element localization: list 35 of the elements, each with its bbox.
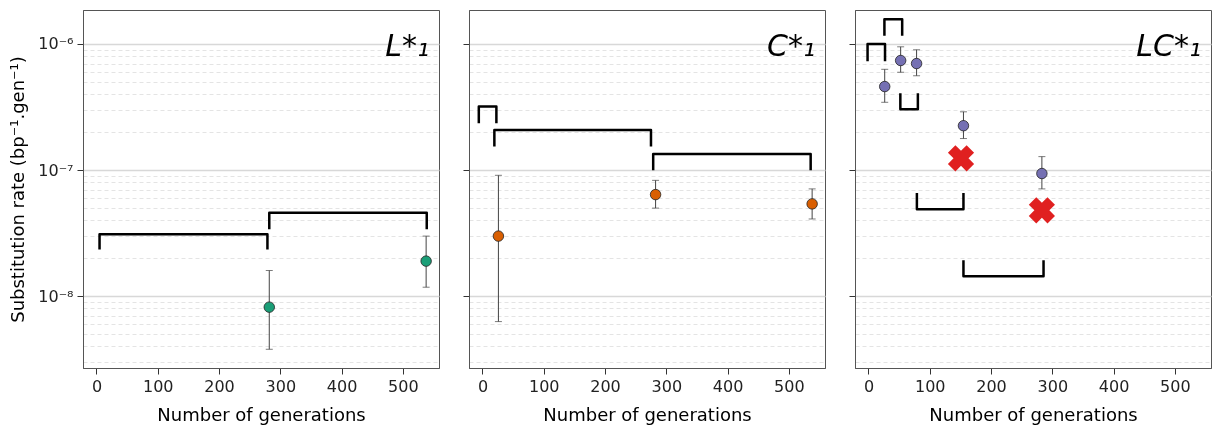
x-tick-label: 400 [1098,376,1130,396]
x-tick-label: 200 [590,376,621,396]
x-tick-label: 0 [863,376,875,396]
x-tick-label: 100 [528,376,560,396]
x-tick-label: 500 [388,376,419,396]
point [879,80,891,93]
x-axis-title: Number of generations [543,403,752,425]
text: LC*₁ [1136,28,1201,63]
x-axis-title: Number of generations [929,403,1138,425]
point [910,57,923,70]
x-tick-label: 200 [204,376,235,396]
x-tick-label: 100 [142,376,174,396]
y-tick-label: 10⁻⁶ [38,34,74,54]
x-tick-label: 500 [1160,376,1191,396]
y-tick-label: 10⁻⁷ [38,160,74,180]
x-tick-label: 300 [651,376,683,396]
text: C*₁ [767,28,815,63]
y-axis-title: Substitution rate (bp⁻¹.gen⁻¹) [7,56,29,323]
x-tick-label: 0 [477,376,489,396]
text: L*₁ [385,28,429,63]
point [947,145,975,172]
x-tick-label: 300 [1037,376,1069,396]
point [895,54,907,67]
x-tick-label: 400 [326,376,358,396]
point [1028,197,1055,224]
point [1036,167,1048,180]
x-tick-label: 500 [774,376,805,396]
x-tick-label: 0 [91,376,103,396]
x-tick-label: 400 [712,376,744,396]
x-tick-label: 300 [265,376,297,396]
y-tick-label: 10⁻⁸ [38,286,74,306]
x-axis-title: Number of generations [157,403,366,425]
point [957,120,970,132]
x-tick-label: 200 [976,376,1007,396]
x-tick-label: 100 [914,376,946,396]
